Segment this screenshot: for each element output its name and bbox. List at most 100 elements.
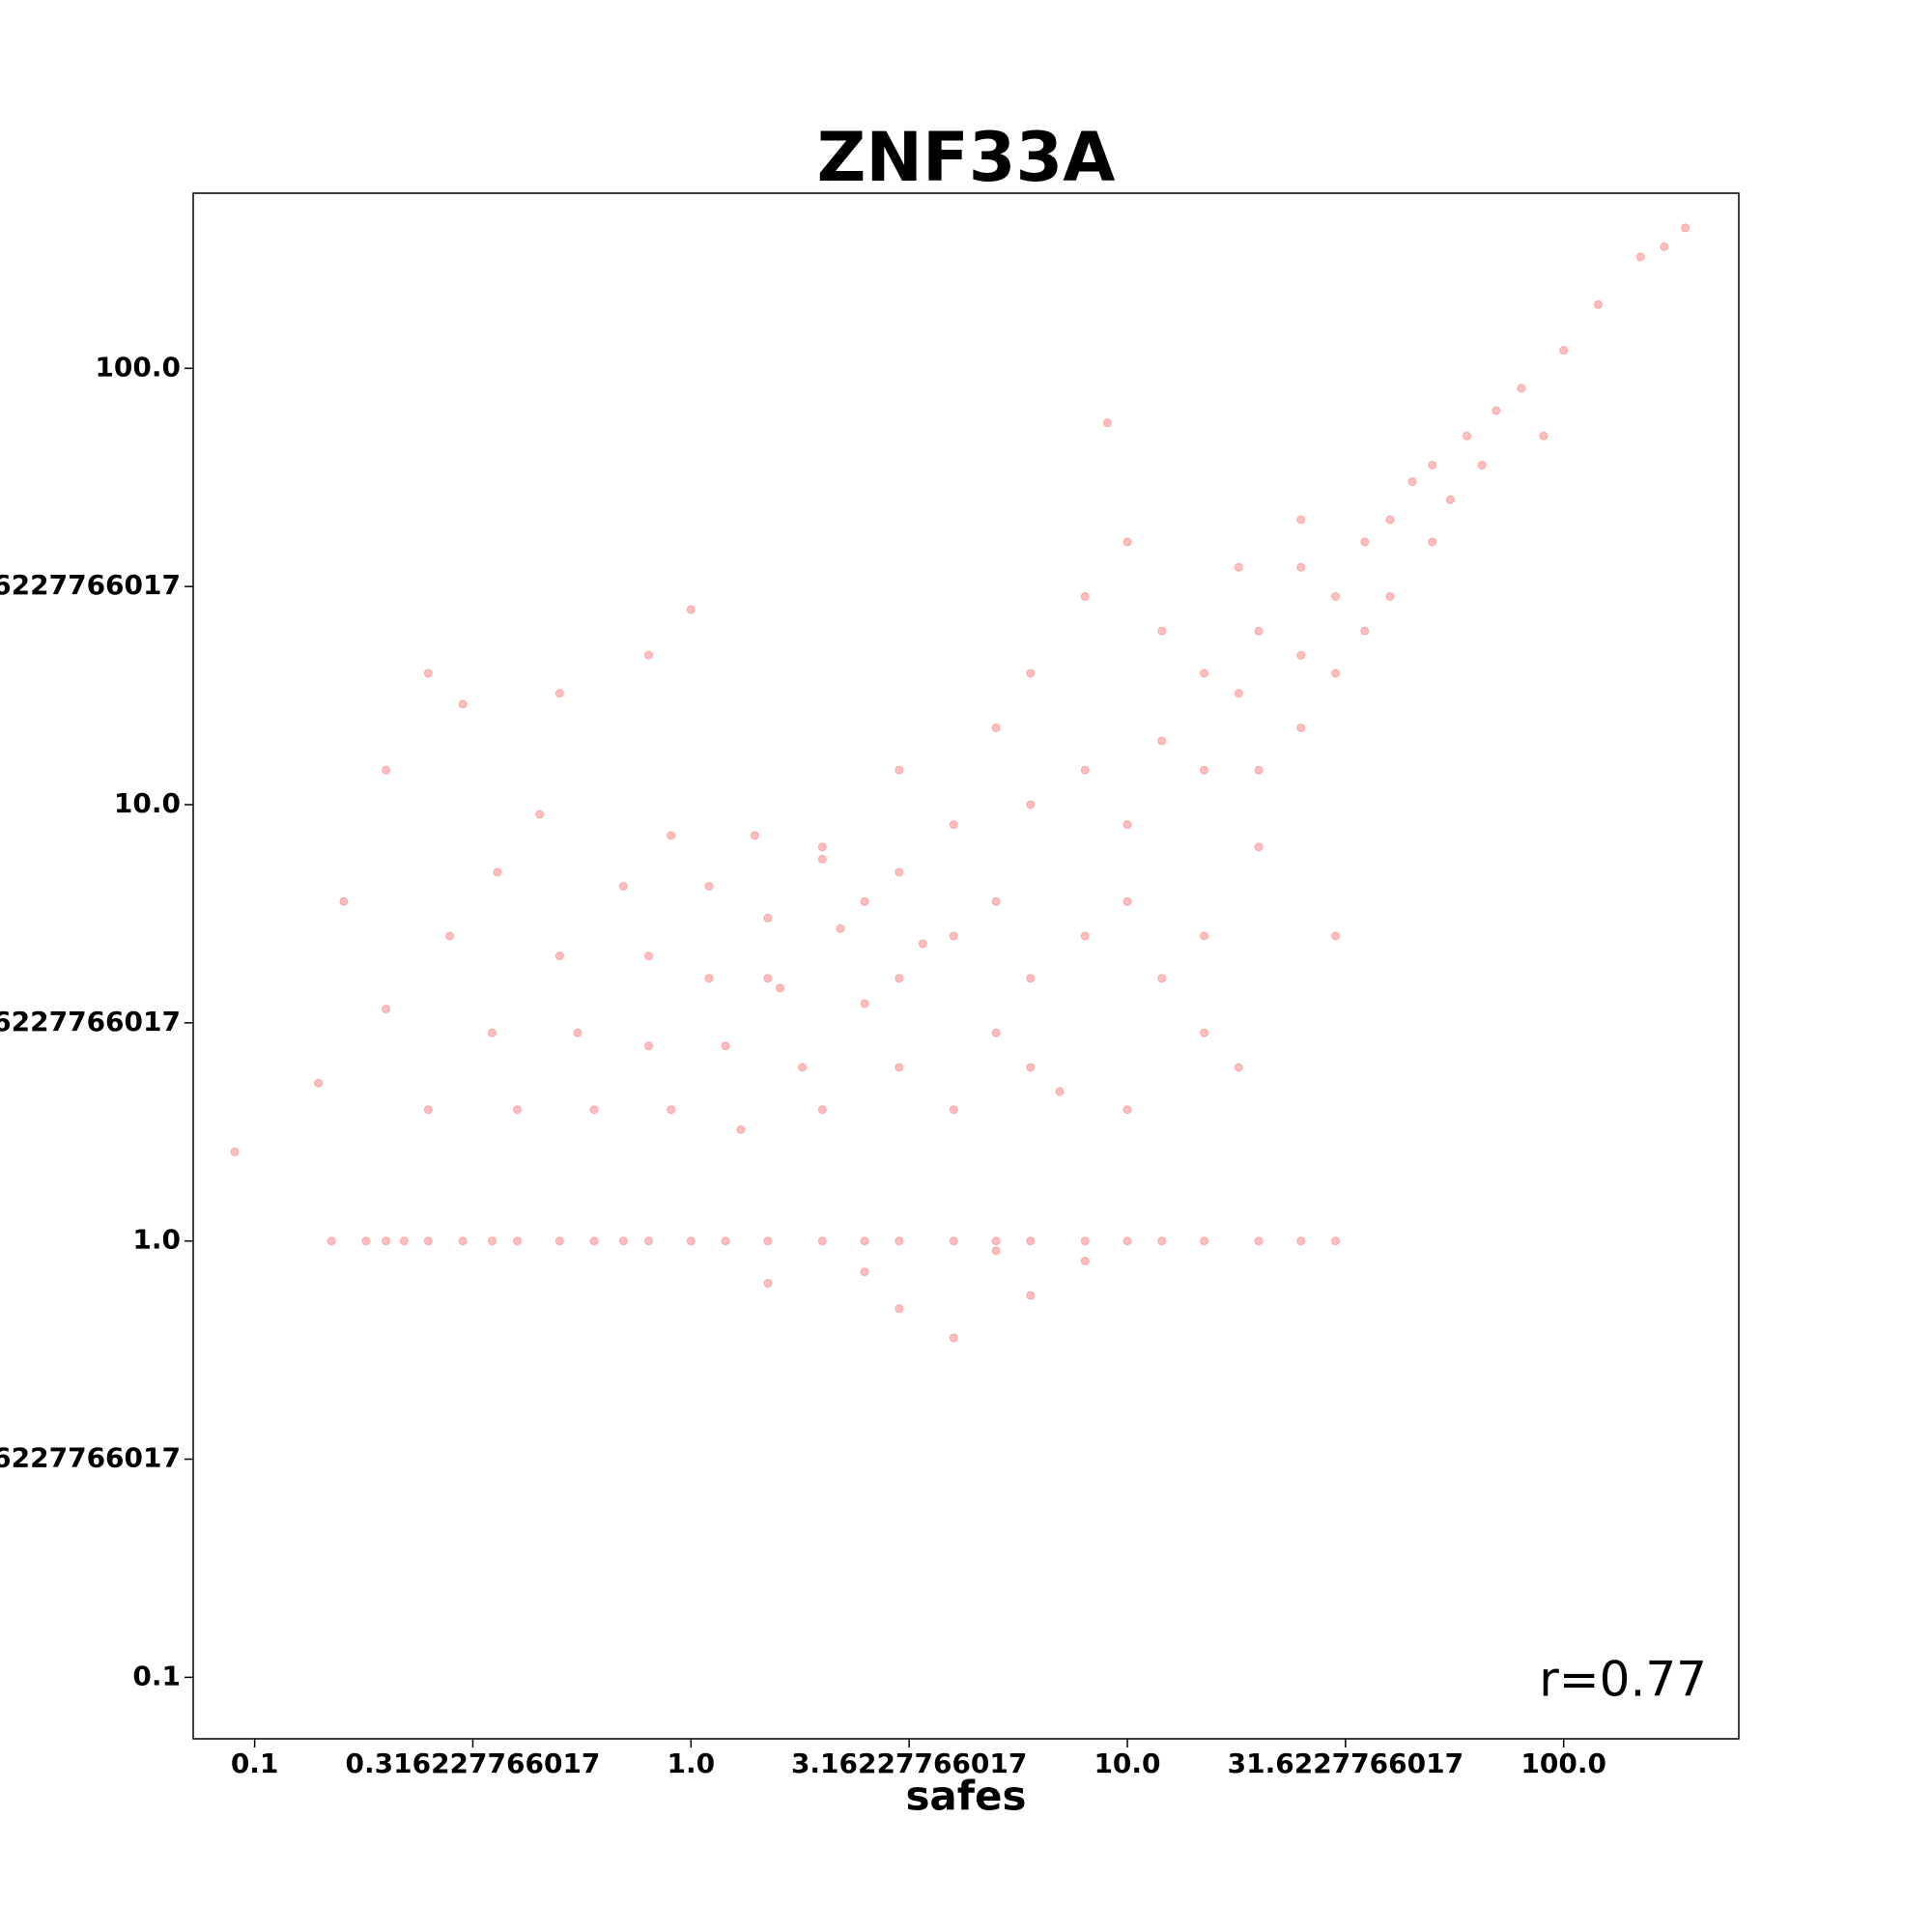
point: [1157, 1236, 1167, 1246]
point: [1296, 515, 1306, 525]
x-tick-label: 1.0: [668, 1747, 716, 1779]
point: [1539, 431, 1548, 440]
point: [1428, 461, 1437, 470]
point: [399, 1236, 409, 1246]
point: [1593, 299, 1603, 309]
point: [1200, 1236, 1209, 1246]
point: [1200, 668, 1209, 678]
point: [1080, 591, 1090, 601]
point: [1157, 626, 1167, 636]
point: [721, 1236, 730, 1246]
point: [1200, 931, 1209, 941]
annotation: r=0.77: [1539, 1652, 1707, 1708]
point: [895, 1236, 904, 1246]
point: [1234, 1063, 1243, 1072]
point: [1296, 562, 1306, 572]
point: [644, 650, 654, 660]
point: [895, 765, 904, 775]
point: [644, 1041, 654, 1051]
point: [776, 983, 785, 993]
point: [554, 952, 564, 961]
point: [589, 1105, 599, 1115]
point: [704, 882, 714, 892]
point: [1122, 820, 1132, 830]
point: [1462, 431, 1471, 440]
point: [1080, 765, 1090, 775]
point: [817, 854, 827, 864]
point: [487, 1236, 497, 1246]
point: [458, 1236, 468, 1246]
point: [493, 867, 502, 877]
point: [991, 1236, 1001, 1246]
point: [1026, 668, 1036, 678]
point: [895, 974, 904, 983]
point: [314, 1078, 324, 1088]
x-tick-label: 31.6227766017: [1228, 1747, 1463, 1779]
point: [1635, 252, 1645, 262]
point: [817, 1236, 827, 1246]
y-tick-label: 1.0: [132, 1224, 181, 1256]
chart-title: ZNF33A: [817, 118, 1116, 197]
point: [1296, 650, 1306, 660]
point: [1234, 562, 1243, 572]
point: [1407, 477, 1417, 487]
point: [1254, 842, 1264, 852]
point: [1517, 384, 1526, 393]
point: [1102, 418, 1112, 428]
point: [860, 1267, 869, 1277]
point: [1385, 515, 1395, 525]
x-tick-label: 0.1: [231, 1747, 279, 1779]
point: [1080, 931, 1090, 941]
point: [798, 1063, 808, 1072]
x-tick-label: 100.0: [1520, 1747, 1606, 1779]
point: [763, 913, 773, 923]
point: [686, 605, 696, 614]
point: [1122, 1236, 1132, 1246]
point: [736, 1124, 746, 1134]
point: [860, 896, 869, 906]
point: [667, 1105, 676, 1115]
point: [1026, 1236, 1036, 1246]
point: [860, 1236, 869, 1246]
point: [339, 896, 349, 906]
point: [949, 1105, 958, 1115]
point: [1660, 242, 1669, 251]
point: [1492, 406, 1501, 415]
x-tick-label: 3.16227766017: [791, 1747, 1027, 1779]
point: [1428, 537, 1437, 547]
x-tick-label: 10.0: [1094, 1747, 1160, 1779]
point: [1681, 223, 1690, 233]
point: [1026, 1291, 1036, 1300]
point: [1080, 1236, 1090, 1246]
point: [895, 1304, 904, 1314]
point: [554, 1236, 564, 1246]
point: [1254, 626, 1264, 636]
point: [704, 974, 714, 983]
point: [423, 1105, 433, 1115]
point: [991, 896, 1001, 906]
point: [644, 952, 654, 961]
point: [763, 1236, 773, 1246]
point: [1122, 896, 1132, 906]
point: [1360, 626, 1370, 636]
point: [949, 1236, 958, 1246]
point: [382, 1005, 391, 1014]
point: [918, 939, 927, 949]
point: [535, 810, 545, 819]
point: [423, 1236, 433, 1246]
y-tick-label: 10.0: [114, 787, 181, 819]
point: [1254, 1236, 1264, 1246]
point: [361, 1236, 371, 1246]
point: [1026, 800, 1036, 810]
point: [1157, 974, 1167, 983]
y-tick-label: 0.1: [132, 1660, 181, 1691]
point: [763, 974, 773, 983]
point: [895, 867, 904, 877]
point: [750, 831, 759, 840]
point: [573, 1028, 582, 1037]
point: [1331, 591, 1341, 601]
point: [817, 842, 827, 852]
point: [487, 1028, 497, 1037]
